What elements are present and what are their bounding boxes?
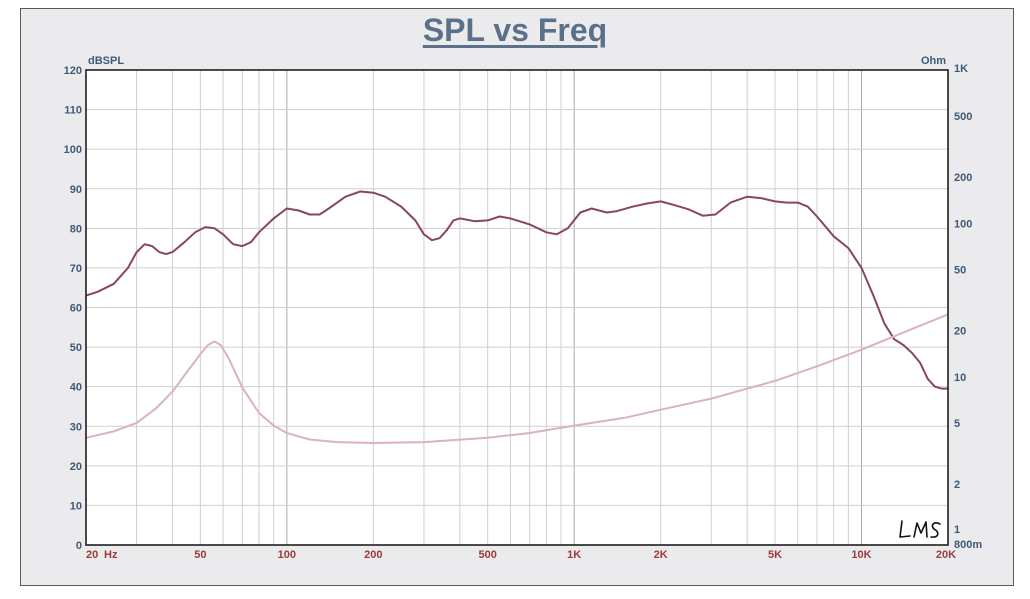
plot-border [85, 69, 949, 546]
x-tick-label: 1K [567, 549, 581, 561]
y-tick-label: 100 [64, 144, 82, 156]
right-tick-label: 100 [954, 218, 972, 230]
x-tick-label: 500 [478, 549, 496, 561]
y-tick-label: 110 [64, 105, 82, 117]
y-tick-label: 80 [70, 223, 82, 235]
y-tick-label: 0 [76, 540, 82, 552]
x-tick-label: 200 [364, 549, 382, 561]
x-tick-label: 20K [936, 549, 956, 561]
lms-signature [899, 520, 941, 538]
x-unit-label: Hz [104, 549, 118, 561]
right-tick-label: 5 [954, 418, 960, 430]
chart-title: SPL vs Freq [422, 12, 608, 48]
right-tick-label: 1K [954, 63, 968, 75]
x-tick-label: 20 [86, 549, 98, 561]
y-tick-label: 50 [70, 342, 82, 354]
right-tick-label: 800m [954, 539, 982, 551]
y-tick-label: 20 [70, 461, 82, 473]
spl-curve [85, 190, 948, 390]
y-tick-label: 10 [70, 500, 82, 512]
right-tick-label: 10 [954, 372, 966, 384]
x-tick-label: 5K [768, 549, 782, 561]
impedance-curve [85, 313, 949, 444]
left-axis-unit: dBSPL [88, 55, 124, 67]
right-tick-label: 200 [954, 172, 972, 184]
y-tick-label: 60 [70, 303, 82, 315]
y-tick-label: 70 [70, 263, 82, 275]
x-tick-label: 10K [851, 549, 871, 561]
y-tick-label: 90 [70, 184, 82, 196]
right-tick-label: 2 [954, 479, 960, 491]
right-tick-label: 500 [954, 111, 972, 123]
y-tick-label: 120 [64, 65, 82, 77]
right-axis-unit: Ohm [921, 55, 946, 67]
grid [86, 70, 948, 545]
right-tick-label: 50 [954, 265, 966, 277]
right-tick-label: 1 [954, 524, 960, 536]
right-tick-label: 20 [954, 326, 966, 338]
y-tick-label: 40 [70, 382, 82, 394]
x-tick-label: 100 [278, 549, 296, 561]
series-layer [85, 190, 949, 444]
tick-labels: 0 10 20 30 40 50 60 70 80 90 100 110 120 800m 1 2 5 10 20 5… [64, 63, 983, 561]
x-tick-label: 2K [654, 549, 668, 561]
y-tick-label: 30 [70, 421, 82, 433]
x-tick-label: 50 [194, 549, 206, 561]
